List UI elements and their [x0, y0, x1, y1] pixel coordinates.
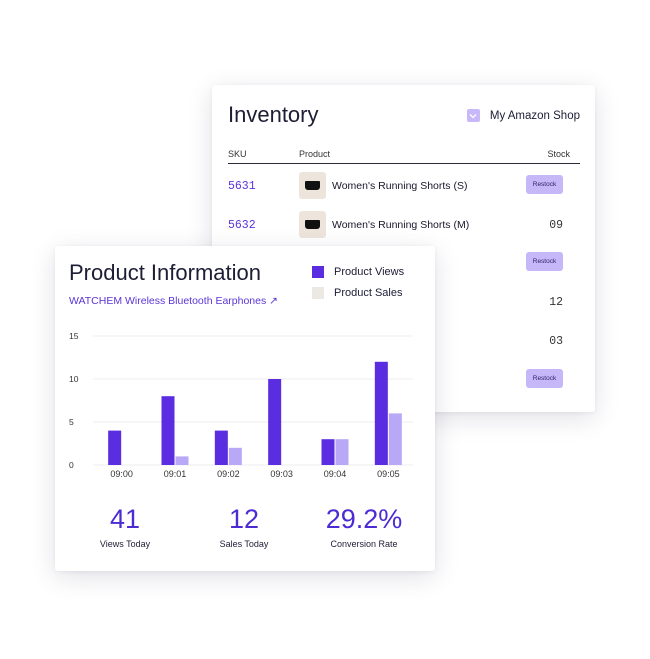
inventory-title: Inventory [228, 102, 319, 127]
product-thumbnail [299, 172, 326, 199]
sales-bar [335, 439, 349, 465]
legend-views: Product Views [312, 266, 404, 278]
stock-value: 12 [549, 296, 563, 310]
table-row: 5632 Women's Running Shorts (M) 09 [228, 207, 580, 245]
column-stock: Stock [547, 149, 570, 159]
restock-button[interactable]: Restock [526, 252, 563, 272]
y-tick-label: 5 [69, 417, 74, 427]
legend-views-label: Product Views [334, 266, 405, 278]
stat-value: 12 [228, 504, 260, 534]
stat-sales-today: 12 Sales Today [184, 504, 304, 549]
x-tick-label: 09:04 [324, 469, 347, 479]
x-tick-label: 09:01 [164, 469, 187, 479]
stat-label: Sales Today [219, 539, 269, 549]
x-tick-label: 09:00 [110, 469, 133, 479]
views-bar [214, 430, 228, 465]
stat-label: Views Today [99, 539, 151, 549]
stat-conversion-rate: 29.2% Conversion Rate [304, 504, 424, 549]
views-bar [374, 361, 388, 465]
x-tick-label: 09:05 [377, 469, 400, 479]
shop-selector[interactable]: My Amazon Shop [466, 109, 580, 122]
x-tick-label: 09:02 [217, 469, 240, 479]
views-bar [321, 439, 335, 465]
column-sku: SKU [228, 149, 247, 159]
stock-value: 09 [549, 218, 563, 232]
chevron-down-icon [469, 113, 477, 118]
y-tick-label: 0 [69, 460, 74, 470]
stat-value: 29.2% [325, 504, 403, 534]
stat-value: 41 [109, 504, 141, 534]
views-bar [268, 379, 282, 465]
x-tick-label: 09:03 [270, 469, 293, 479]
stat-views-today: 41 Views Today [65, 504, 185, 549]
shop-dropdown-box[interactable] [466, 109, 480, 122]
sales-bar [388, 413, 402, 465]
legend-sales-swatch [312, 287, 324, 299]
inventory-table-header: SKU Product Stock [228, 147, 580, 164]
views-bar [108, 430, 122, 465]
product-name: Women's Running Shorts (M) [332, 218, 470, 231]
product-info-title: Product Information [69, 260, 261, 285]
legend-sales: Product Sales [312, 287, 402, 299]
product-info-card: Product Information WATCHEM Wireless Blu… [55, 246, 435, 571]
legend-sales-label: Product Sales [334, 287, 403, 299]
product-link[interactable]: WATCHEM Wireless Bluetooth Earphones ↗ [69, 295, 278, 307]
y-tick-label: 10 [69, 374, 79, 384]
stat-label: Conversion Rate [330, 539, 398, 549]
sales-bar [228, 447, 242, 465]
sku-link[interactable]: 5631 [228, 180, 256, 193]
sales-bar [175, 456, 189, 465]
restock-button[interactable]: Restock [526, 368, 563, 388]
stock-value: 03 [549, 334, 563, 348]
views-bar [161, 396, 175, 465]
views-sales-chart: 0 5 10 15 09:00 09:01 09:02 09:03 09:04 09:05 [69, 331, 413, 479]
legend-views-swatch [312, 266, 324, 278]
restock-button[interactable]: Restock [526, 175, 563, 194]
sku-link[interactable]: 5632 [228, 218, 256, 232]
product-name: Women's Running Shorts (S) [332, 180, 468, 192]
shop-label: My Amazon Shop [489, 109, 580, 122]
table-row: 5631 Women's Running Shorts (S) Restock [228, 168, 580, 206]
column-product: Product [299, 149, 331, 159]
product-thumbnail [299, 210, 326, 238]
y-tick-label: 15 [69, 331, 79, 341]
